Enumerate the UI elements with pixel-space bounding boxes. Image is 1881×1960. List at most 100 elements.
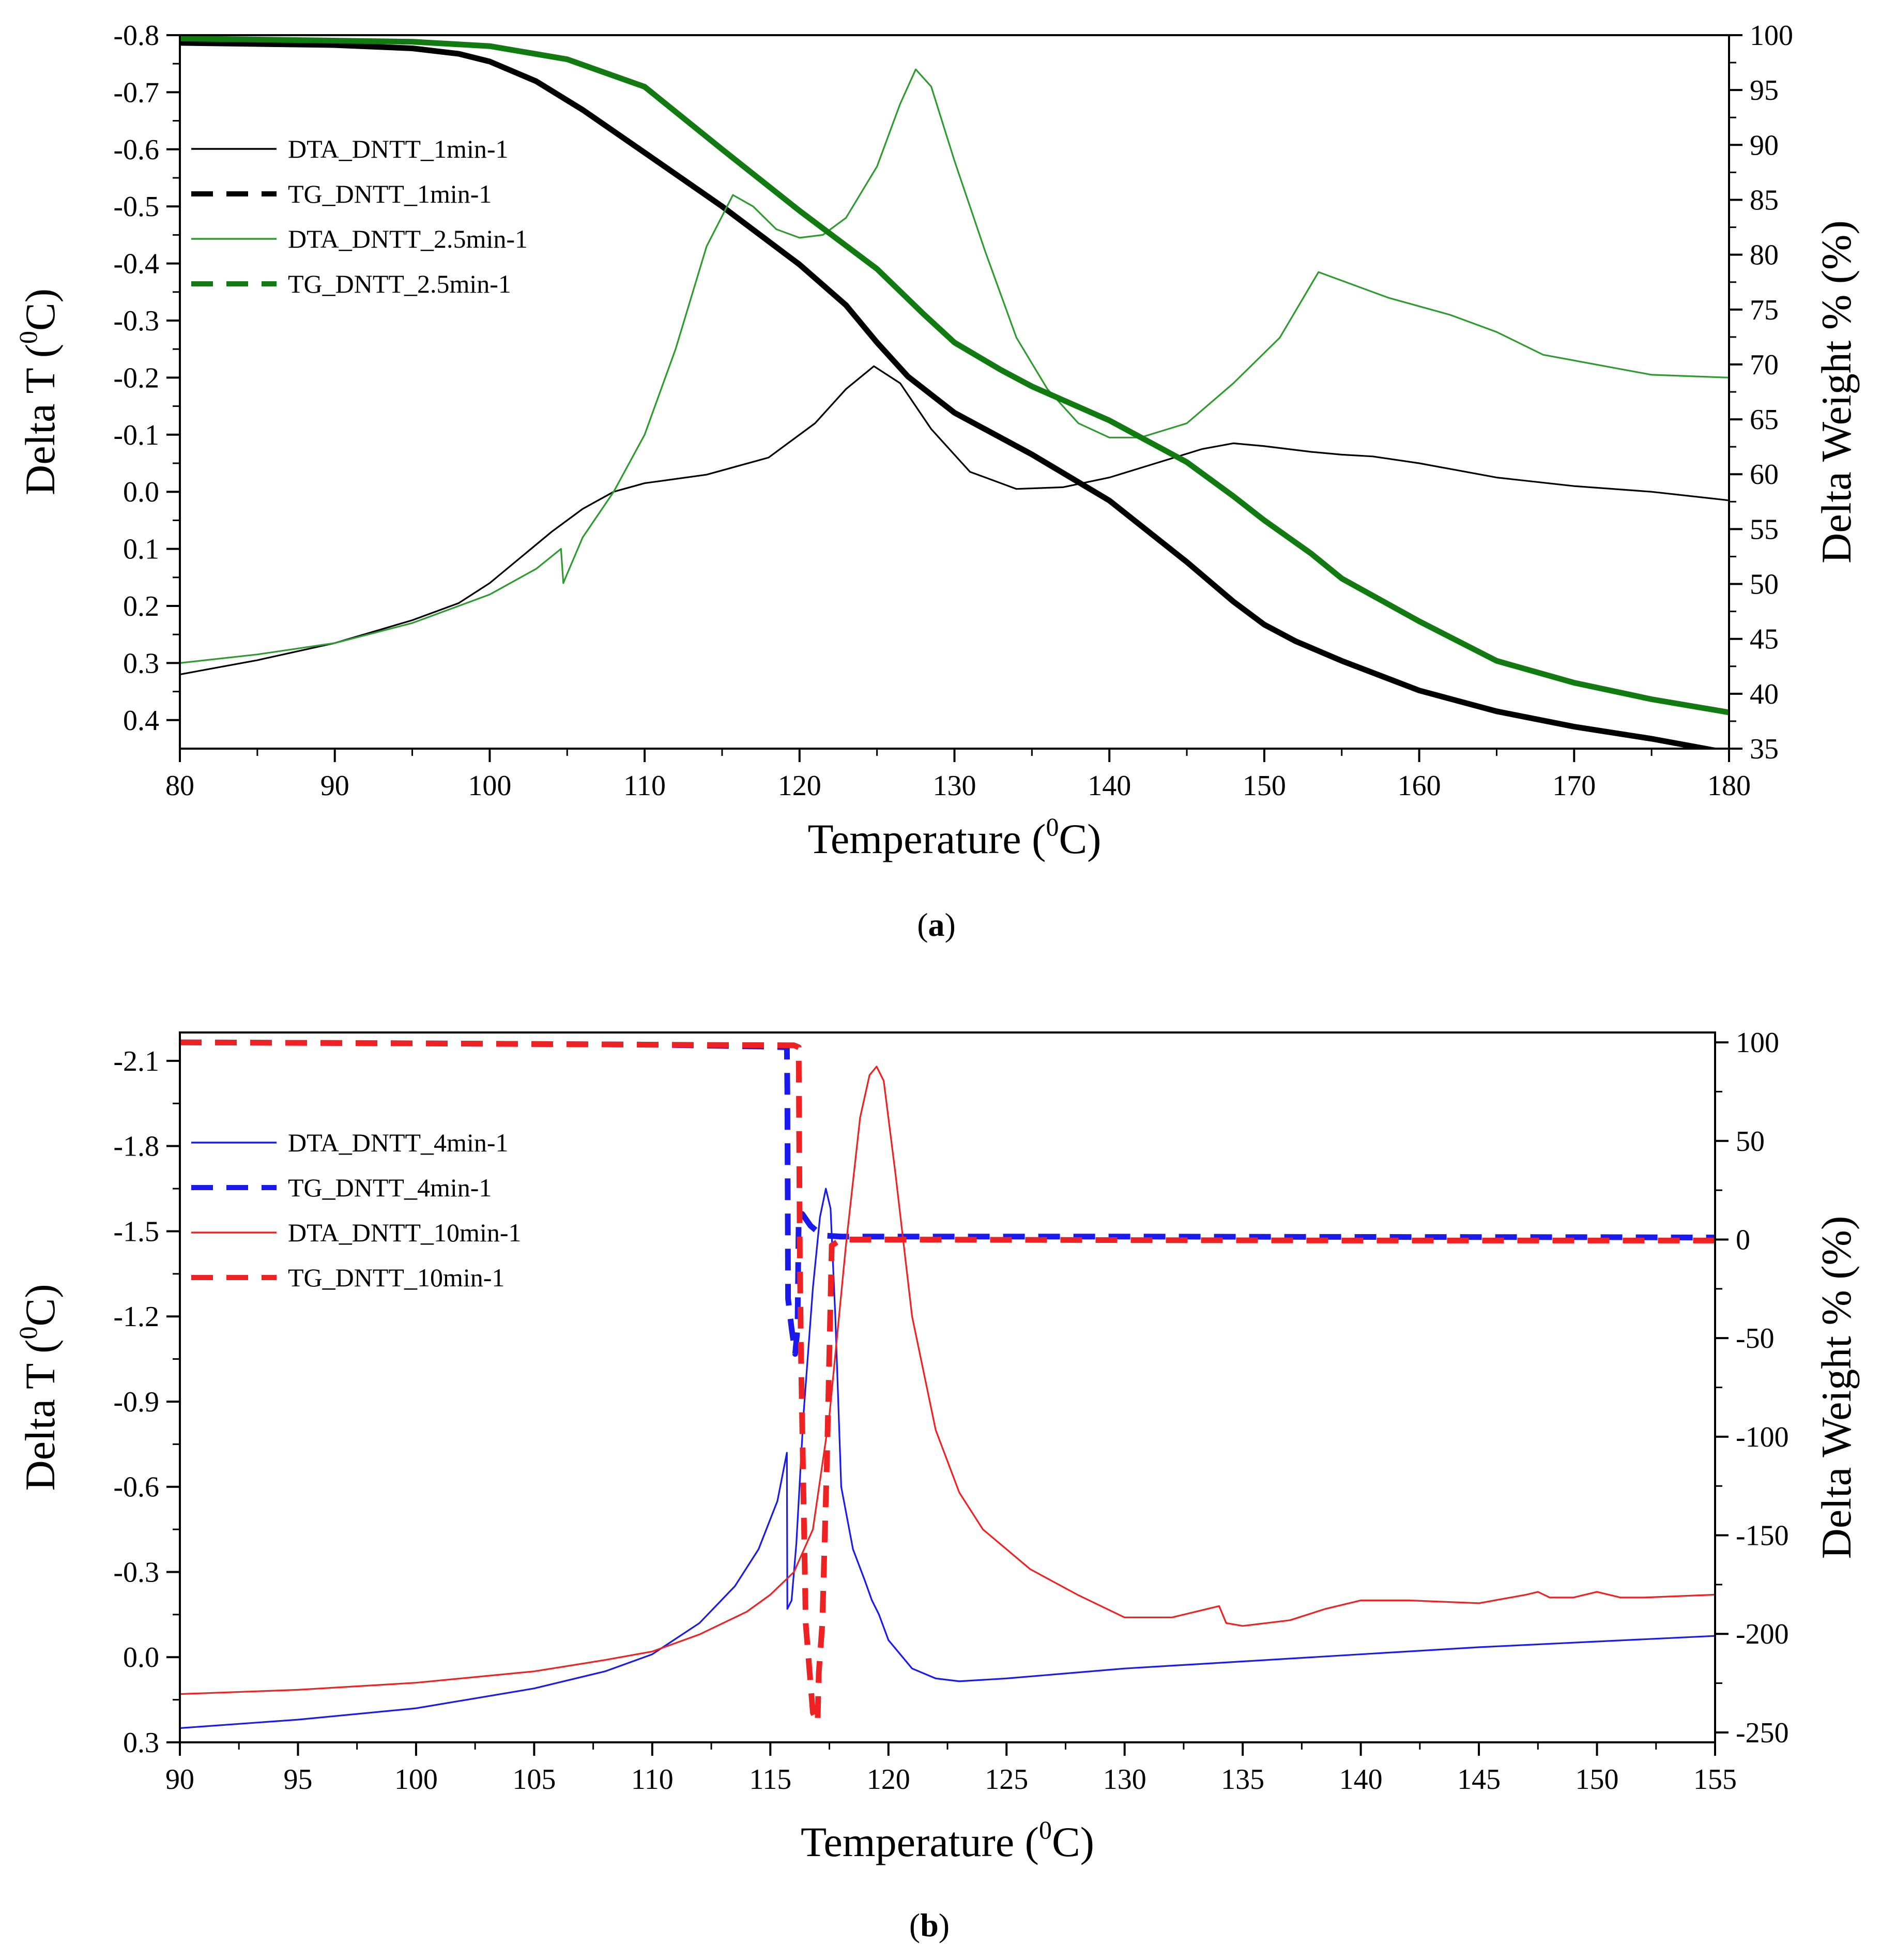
- y-left-tick-label: 0.3: [123, 647, 159, 679]
- y-left-tick-label: -0.5: [113, 191, 159, 223]
- series-line-tg-dntt-10min-1: [180, 1039, 1715, 1726]
- y-right-tick-label: 40: [1750, 678, 1779, 710]
- y-right-tick-label: 35: [1750, 733, 1779, 765]
- y-left-tick-label: -0.6: [113, 134, 159, 166]
- y-right-tick-label: -150: [1736, 1520, 1789, 1552]
- x-tick-label: 105: [512, 1764, 556, 1796]
- series-line-dta-dntt-4min-1: [180, 1188, 1715, 1729]
- y-right-tick-label: 95: [1750, 74, 1779, 107]
- y-left-tick-label: -0.7: [113, 77, 159, 109]
- x-tick-label: 170: [1552, 770, 1596, 802]
- y-left-tick-label: -0.8: [113, 20, 159, 52]
- series-line-tg-dntt-1min-1: [180, 40, 1721, 749]
- y-left-axis-title: Delta T (0C): [13, 1284, 64, 1491]
- chart-b: 90 95 100 105 110 115 120 125 130 135 140 145 150 155…: [13, 1027, 1860, 1943]
- series-line-dta-dntt-1min-1: [180, 365, 1729, 676]
- x-tick-label: 180: [1707, 770, 1751, 802]
- legend-label: TG_DNTT_1min-1: [288, 179, 492, 208]
- legend: DTA_DNTT_4min-1 TG_DNTT_4min-1 DTA_DNTT_10…: [191, 1128, 522, 1292]
- y-right-tick-label: 100: [1736, 1027, 1779, 1059]
- y-right-tick-label: 90: [1750, 129, 1779, 161]
- y-right-axis-title: Delta Weight % (%): [1813, 220, 1860, 564]
- x-tick-label: 120: [778, 770, 821, 802]
- y-left-tick-label: -1.2: [113, 1301, 159, 1333]
- x-tick-label: 125: [985, 1764, 1028, 1796]
- x-tick-label: 150: [1243, 770, 1286, 802]
- y-left-tick-label: -0.3: [113, 305, 159, 337]
- y-right-tick-label: 65: [1750, 404, 1779, 436]
- y-right-tick-label: 85: [1750, 184, 1779, 216]
- y-left-tick-label: 0.0: [123, 476, 159, 508]
- y-right-axis-title: Delta Weight % (%): [1813, 1216, 1860, 1559]
- y-left-tick-label: -0.1: [113, 419, 159, 451]
- y-right-tick-label: 80: [1750, 239, 1779, 271]
- y-left-tick-label: 0.2: [123, 590, 159, 622]
- x-tick-label: 135: [1221, 1764, 1264, 1796]
- x-tick-label: 140: [1088, 770, 1131, 802]
- y-right-tick-label: 75: [1750, 294, 1779, 326]
- x-tick-label: 115: [749, 1764, 791, 1796]
- y-right-tick-label: 60: [1750, 459, 1779, 491]
- y-left-tick-label: -0.2: [113, 362, 159, 394]
- y-right-tick-label: -250: [1736, 1717, 1789, 1749]
- x-tick-label: 150: [1576, 1764, 1619, 1796]
- y-left-tick-label: -1.8: [113, 1131, 159, 1163]
- y-right-tick-label: 50: [1736, 1126, 1765, 1158]
- x-tick-label: 155: [1693, 1764, 1737, 1796]
- y-left-tick-label: -0.4: [113, 248, 159, 280]
- x-axis-title: Temperature (0C): [808, 812, 1102, 862]
- y-left-tick-label: 0.4: [123, 705, 159, 737]
- legend-label: TG_DNTT_10min-1: [288, 1263, 504, 1292]
- x-tick-label: 80: [165, 770, 194, 802]
- series-line-dta-dntt-10min-1: [180, 1066, 1715, 1695]
- legend-label: DTA_DNTT_10min-1: [288, 1218, 522, 1247]
- legend: DTA_DNTT_1min-1 TG_DNTT_1min-1 DTA_DNTT_2.…: [191, 134, 528, 298]
- y-right-tick-label: 55: [1750, 513, 1779, 545]
- x-tick-label: 110: [631, 1764, 674, 1796]
- y-right-tick-label: 50: [1750, 569, 1779, 601]
- series-line-tg-dntt-4min-1: [180, 1039, 1715, 1357]
- x-tick-label: 90: [165, 1764, 194, 1796]
- y-left-tick-label: -0.9: [113, 1386, 159, 1418]
- x-tick-label: 110: [623, 770, 666, 802]
- y-left-tick-label: -2.1: [113, 1045, 159, 1077]
- legend-label: DTA_DNTT_1min-1: [288, 134, 509, 163]
- x-tick-label: 130: [1103, 1764, 1146, 1796]
- x-tick-label: 100: [394, 1764, 438, 1796]
- chart-a: 80 90 100 110 120 130 140 150 160 170 180 -0.8 -0.7 -…: [13, 20, 1860, 943]
- x-tick-label: 120: [867, 1764, 910, 1796]
- x-tick-label: 90: [320, 770, 349, 802]
- legend-label: TG_DNTT_4min-1: [288, 1173, 492, 1202]
- y-left-tick-label: -0.6: [113, 1471, 159, 1503]
- y-right-tick-label: -50: [1736, 1323, 1775, 1355]
- x-axis-title: Temperature (0C): [801, 1815, 1094, 1865]
- y-right-tick-label: -100: [1736, 1421, 1789, 1453]
- legend-label: TG_DNTT_2.5min-1: [288, 269, 511, 298]
- y-left-tick-label: -1.5: [113, 1215, 159, 1248]
- figure-caption: (a): [917, 906, 956, 943]
- x-tick-label: 160: [1398, 770, 1441, 802]
- legend-label: DTA_DNTT_2.5min-1: [288, 224, 528, 253]
- figure-caption: (b): [909, 1907, 950, 1943]
- series-group: [180, 35, 1729, 749]
- x-tick-label: 145: [1457, 1764, 1501, 1796]
- x-tick-label: 130: [933, 770, 976, 802]
- series-line-dta-dntt-2-5min-1: [180, 68, 1729, 664]
- y-left-tick-label: 0.3: [123, 1727, 159, 1759]
- series-line-tg-dntt-2-5min-1: [180, 35, 1729, 716]
- y-right-tick-label: 100: [1750, 20, 1793, 52]
- y-left-axis-title: Delta T (0C): [13, 288, 64, 495]
- y-right-tick-label: 45: [1750, 624, 1779, 656]
- y-left-tick-label: 0.0: [123, 1642, 159, 1674]
- y-right-tick-label: 0: [1736, 1224, 1750, 1256]
- y-left-tick-label: 0.1: [123, 534, 159, 566]
- legend-label: DTA_DNTT_4min-1: [288, 1128, 509, 1157]
- x-tick-label: 140: [1339, 1764, 1383, 1796]
- y-right-tick-label: -200: [1736, 1618, 1789, 1650]
- y-right-tick-label: 70: [1750, 349, 1779, 381]
- x-tick-label: 100: [468, 770, 511, 802]
- x-tick-label: 95: [283, 1764, 312, 1796]
- y-left-tick-label: -0.3: [113, 1556, 159, 1588]
- series-group: [180, 1039, 1715, 1729]
